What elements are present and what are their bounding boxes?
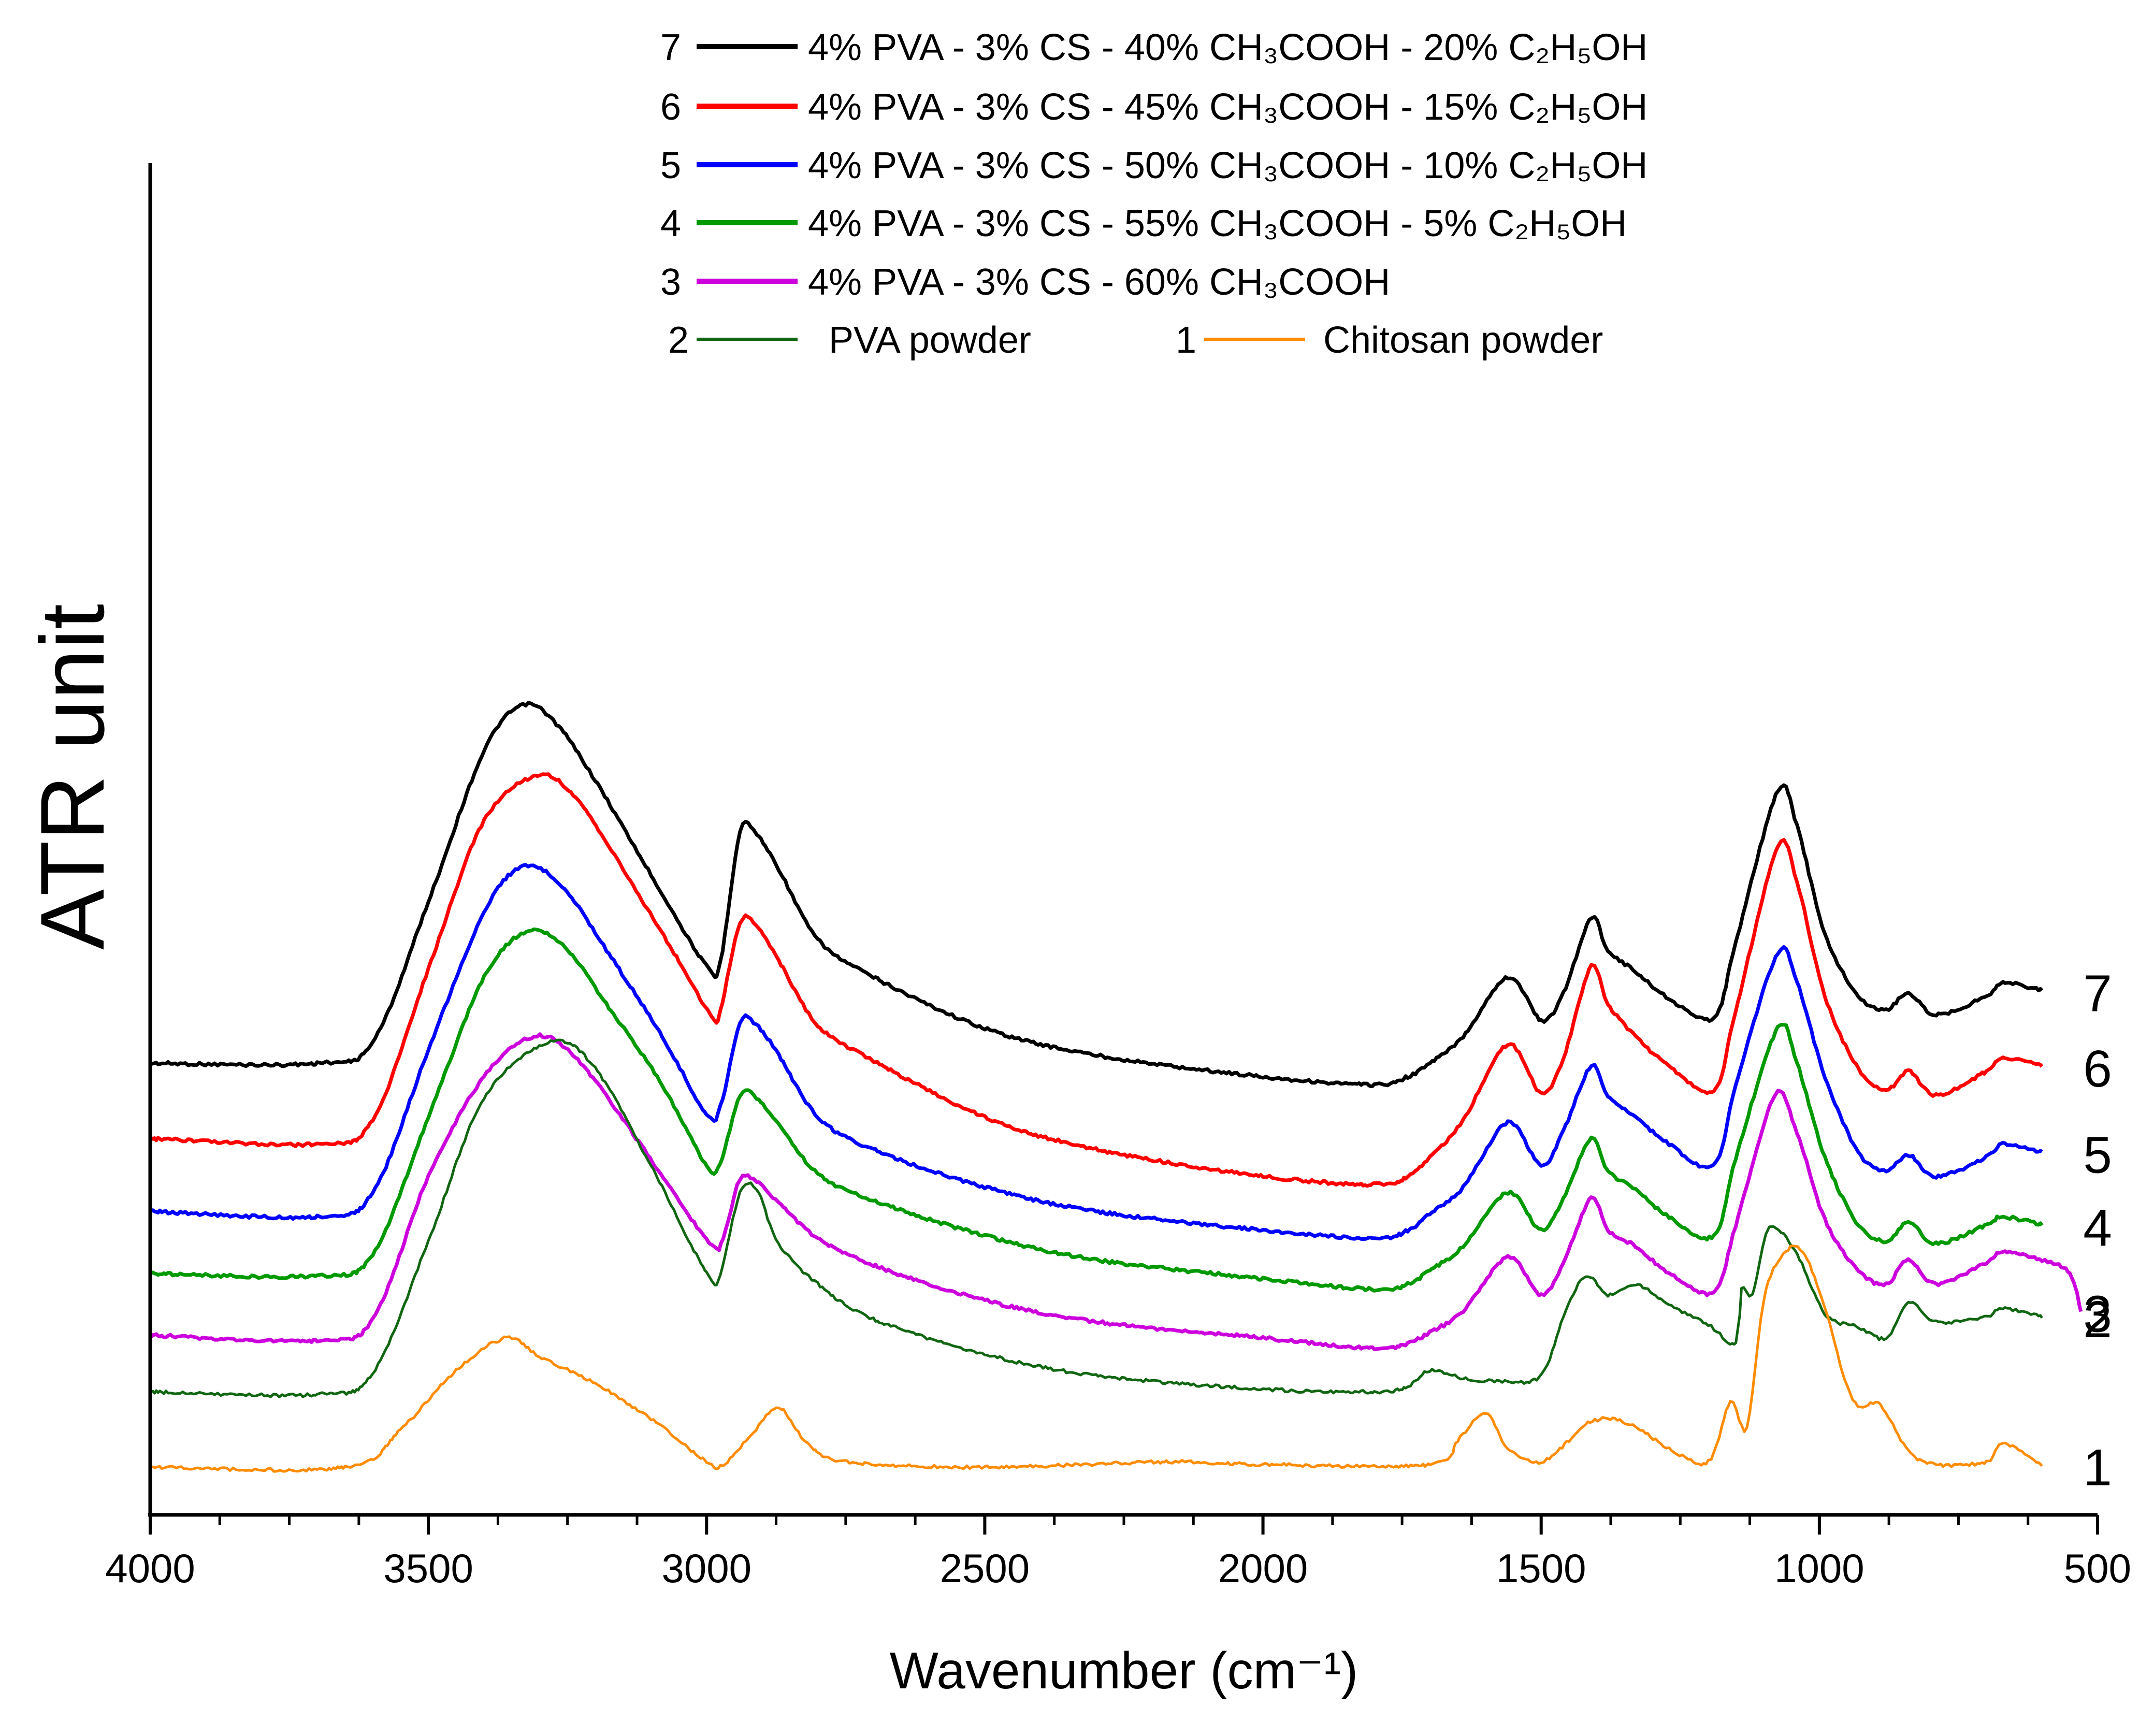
series-line-7 — [149, 701, 2044, 1089]
axes-layer: 4000 3500 3000 2500 2000 1500 1000 500 — [105, 163, 2131, 1591]
series-end-labels: 7 6 5 4 32 1 — [2083, 965, 2112, 1497]
series-line-1 — [149, 1244, 2043, 1473]
x-tick-label: 4000 — [105, 1545, 195, 1591]
legend-label: 4% PVA - 3% CS - 45% CH₃COOH - 15% C₂H₅O… — [808, 86, 1647, 128]
x-axis-title: Wavenumber (cm⁻¹) — [890, 1642, 1358, 1700]
series-line-6 — [149, 772, 2044, 1188]
x-tick-label: 2500 — [940, 1545, 1030, 1591]
legend-label: 4% PVA - 3% CS - 40% CH₃COOH - 20% C₂H₅O… — [808, 27, 1647, 68]
legend-number: 2 — [668, 320, 689, 361]
series-end-label-4: 4 — [2083, 1199, 2112, 1257]
series-line-4 — [150, 927, 2044, 1293]
series-line-2 — [149, 1038, 2043, 1398]
y-axis-title: ATR unit — [22, 604, 123, 950]
legend-label: 4% PVA - 3% CS - 60% CH₃COOH — [808, 262, 1390, 303]
series-line-3 — [149, 1032, 2083, 1351]
legend-number: 5 — [660, 145, 681, 186]
legend-number: 7 — [660, 27, 681, 68]
legend-number: 3 — [660, 262, 681, 303]
x-tick-label: 1000 — [1774, 1545, 1864, 1591]
x-tick-label: 500 — [2064, 1545, 2131, 1591]
legend-label: Chitosan powder — [1323, 320, 1603, 361]
series-end-label-3: 3 — [2083, 1285, 2112, 1343]
series-end-label-1: 1 — [2083, 1439, 2112, 1497]
legend-number: 4 — [660, 203, 681, 244]
series-end-label-7: 7 — [2083, 965, 2112, 1023]
series-end-label-2: 2 — [2083, 1291, 2112, 1349]
x-tick-label: 3500 — [383, 1545, 473, 1591]
legend: 7 4% PVA - 3% CS - 40% CH₃COOH - 20% C₂H₅… — [660, 27, 1647, 361]
series-end-label-6: 6 — [2083, 1040, 2112, 1098]
legend-number: 1 — [1176, 320, 1196, 361]
series-end-label-5: 5 — [2083, 1126, 2112, 1184]
legend-label: 4% PVA - 3% CS - 55% CH₃COOH - 5% C₂H₅OH — [808, 203, 1627, 244]
legend-number: 6 — [660, 86, 681, 128]
legend-label: 4% PVA - 3% CS - 50% CH₃COOH - 10% C₂H₅O… — [808, 145, 1647, 186]
series-line-5 — [148, 863, 2043, 1241]
x-tick-label: 1500 — [1496, 1545, 1586, 1591]
legend-label: PVA powder — [829, 320, 1031, 361]
x-tick-label: 3000 — [662, 1545, 752, 1591]
x-tick-label: 2000 — [1218, 1545, 1308, 1591]
series-layer — [148, 701, 2083, 1473]
